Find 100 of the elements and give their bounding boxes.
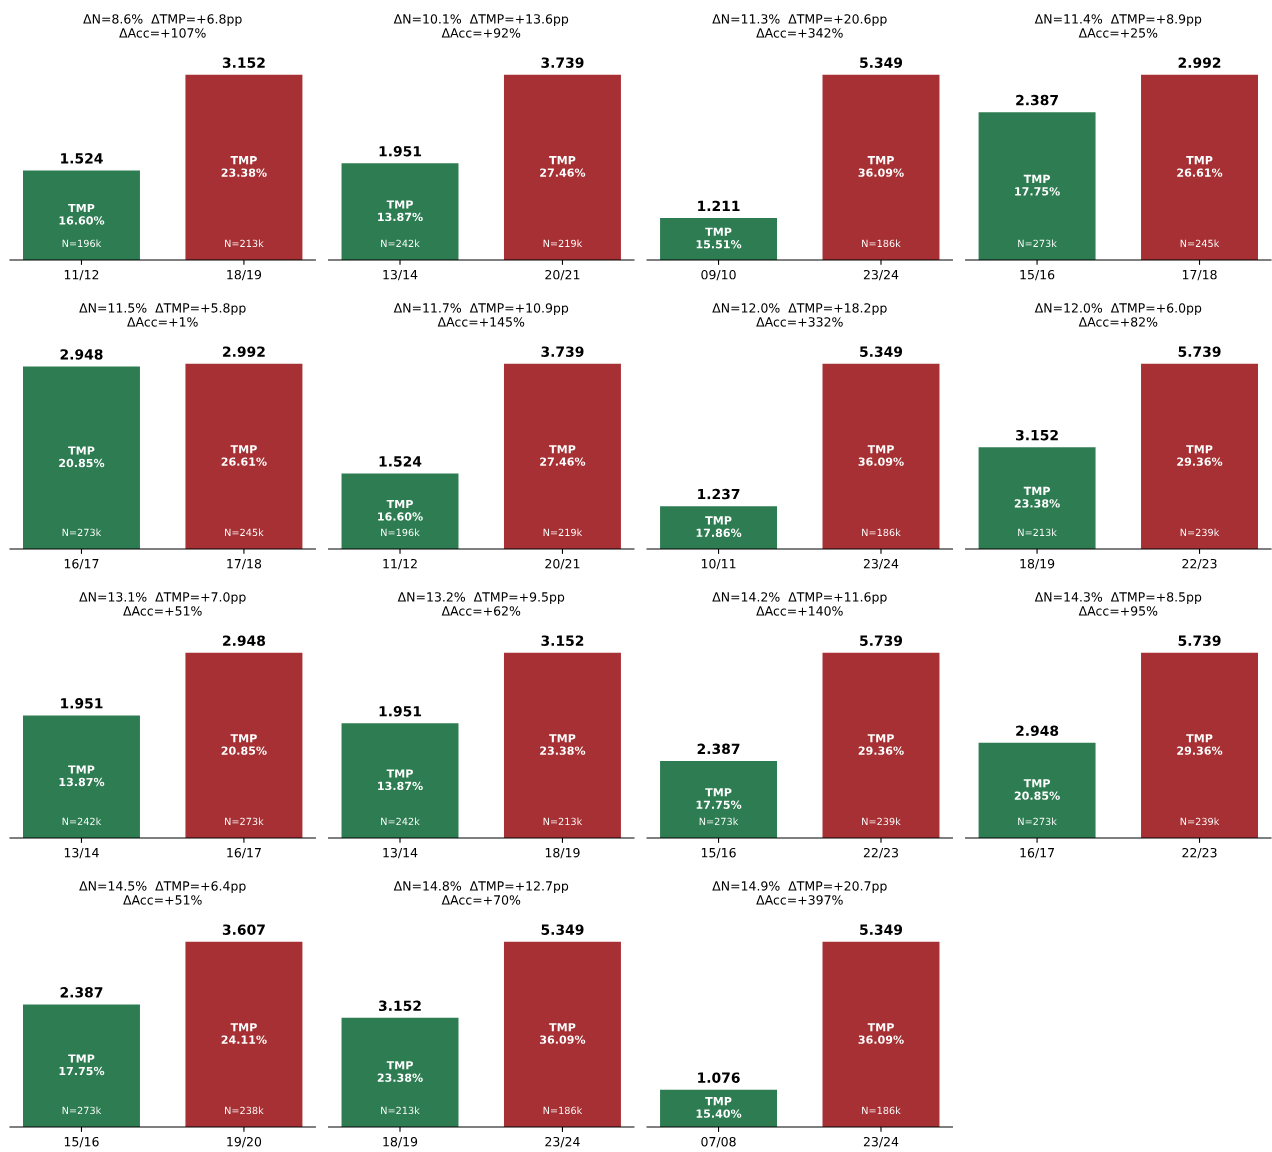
chart-title: ΔN=11.7% ΔTMP=+10.9pp ΔAcc=+145% bbox=[393, 303, 569, 327]
chart-title: ΔN=13.1% ΔTMP=+7.0pp ΔAcc=+51% bbox=[79, 592, 246, 616]
data-label: 2.387 bbox=[60, 987, 103, 998]
annotation: N=273k bbox=[699, 817, 739, 826]
annotation: N=273k bbox=[62, 528, 102, 537]
x-tick-label: 16/17 bbox=[1020, 847, 1055, 859]
data-label: 3.152 bbox=[378, 1000, 421, 1012]
annotation: TMP 17.86% bbox=[696, 516, 742, 538]
chart-title: ΔN=14.9% ΔTMP=+20.7pp ΔAcc=+397% bbox=[712, 881, 887, 905]
annotation: N=242k bbox=[381, 817, 420, 825]
chart-title: ΔN=8.6% ΔTMP=+6.8pp ΔAcc=+107% bbox=[83, 14, 242, 38]
x-tick-label: 20/21 bbox=[545, 269, 580, 281]
data-label: 1.951 bbox=[379, 706, 422, 717]
data-label: 3.739 bbox=[541, 57, 584, 68]
x-tick-label: 23/24 bbox=[545, 1136, 580, 1148]
data-label: 3.152 bbox=[541, 635, 584, 646]
annotation: TMP 36.09% bbox=[858, 1023, 904, 1044]
annotation: TMP 23.38% bbox=[221, 156, 267, 177]
annotation: N=273k bbox=[225, 817, 264, 826]
annotation: N=239k bbox=[1180, 528, 1220, 537]
annotation: TMP 36.09% bbox=[858, 156, 904, 177]
annotation: N=219k bbox=[543, 528, 583, 537]
x-tick-label: 13/14 bbox=[383, 847, 418, 859]
x-tick-label: 16/17 bbox=[64, 558, 99, 570]
x-tick-label: 16/17 bbox=[227, 847, 261, 859]
data-label: 1.951 bbox=[61, 698, 103, 709]
annotation: N=219k bbox=[543, 239, 583, 248]
data-label: 3.152 bbox=[222, 57, 265, 68]
annotation: TMP 20.85% bbox=[59, 446, 105, 468]
x-tick-label: 18/19 bbox=[383, 1136, 418, 1148]
data-label: 5.349 bbox=[860, 924, 903, 935]
annotation: N=186k bbox=[862, 528, 901, 537]
data-label: 5.349 bbox=[860, 346, 903, 357]
data-label: 1.524 bbox=[379, 456, 422, 467]
annotation: TMP 36.09% bbox=[858, 445, 904, 466]
x-tick-label: 18/19 bbox=[227, 269, 262, 281]
annotation: TMP 24.11% bbox=[221, 1023, 267, 1044]
x-tick-label: 09/10 bbox=[701, 269, 736, 281]
annotation: N=186k bbox=[862, 239, 901, 248]
chart-title: ΔN=14.2% ΔTMP=+11.6pp ΔAcc=+140% bbox=[712, 592, 887, 616]
annotation: TMP 13.87% bbox=[378, 200, 423, 222]
x-tick-label: 23/24 bbox=[863, 558, 899, 570]
data-label: 5.349 bbox=[860, 57, 903, 68]
annotation: TMP 29.36% bbox=[1177, 445, 1223, 466]
annotation: TMP 16.60% bbox=[378, 499, 423, 521]
data-label: 5.349 bbox=[541, 924, 584, 935]
annotation: N=213k bbox=[543, 817, 583, 826]
annotation: N=196k bbox=[62, 239, 102, 248]
annotation: TMP 26.61% bbox=[221, 445, 267, 466]
chart-title: ΔN=14.8% ΔTMP=+12.7pp ΔAcc=+70% bbox=[393, 881, 569, 905]
annotation: TMP 13.87% bbox=[378, 769, 423, 791]
data-label: 2.948 bbox=[223, 635, 266, 646]
data-label: 2.948 bbox=[60, 349, 103, 360]
annotation: TMP 15.40% bbox=[696, 1097, 742, 1118]
annotation: N=242k bbox=[381, 239, 420, 247]
annotation: TMP 16.60% bbox=[59, 203, 105, 225]
x-tick-label: 07/08 bbox=[701, 1136, 736, 1148]
annotation: TMP 27.46% bbox=[540, 156, 586, 177]
x-tick-label: 22/23 bbox=[1182, 558, 1217, 570]
x-tick-label: 17/18 bbox=[1182, 269, 1217, 281]
data-label: 2.387 bbox=[1016, 94, 1058, 106]
annotation: TMP 17.75% bbox=[59, 1054, 105, 1076]
x-tick-label: 15/16 bbox=[1020, 269, 1055, 281]
annotation: TMP 29.36% bbox=[1177, 734, 1223, 755]
x-tick-label: 23/24 bbox=[863, 1136, 899, 1148]
x-tick-label: 13/14 bbox=[383, 269, 418, 281]
annotation: N=239k bbox=[1180, 817, 1220, 826]
annotation: TMP 27.46% bbox=[540, 445, 586, 466]
annotation: N=273k bbox=[1018, 239, 1057, 248]
annotation: N=273k bbox=[62, 1106, 102, 1115]
data-label: 1.237 bbox=[698, 488, 740, 500]
x-tick-label: 11/12 bbox=[64, 269, 99, 281]
chart-title: ΔN=11.3% ΔTMP=+20.6pp ΔAcc=+342% bbox=[712, 14, 887, 38]
x-tick-label: 11/12 bbox=[383, 558, 417, 570]
chart-title: ΔN=12.0% ΔTMP=+18.2pp ΔAcc=+332% bbox=[712, 303, 887, 327]
annotation: N=273k bbox=[1018, 817, 1057, 826]
chart-title: ΔN=14.3% ΔTMP=+8.5pp ΔAcc=+95% bbox=[1034, 592, 1202, 616]
annotation: N=245k bbox=[1180, 239, 1220, 248]
annotation: N=186k bbox=[543, 1106, 583, 1115]
data-label: 2.387 bbox=[697, 743, 740, 755]
annotation: TMP 23.38% bbox=[1014, 486, 1060, 508]
annotation: TMP 17.75% bbox=[696, 788, 742, 809]
chart-title: ΔN=11.5% ΔTMP=+5.8pp ΔAcc=+1% bbox=[79, 303, 246, 327]
annotation: N=213k bbox=[381, 1106, 420, 1115]
data-label: 2.992 bbox=[1178, 57, 1221, 68]
data-label: 3.152 bbox=[1016, 429, 1058, 441]
x-tick-label: 15/16 bbox=[64, 1136, 99, 1148]
annotation: TMP 23.38% bbox=[377, 1061, 423, 1082]
data-label: 1.211 bbox=[698, 200, 740, 211]
annotation: TMP 13.87% bbox=[59, 765, 105, 787]
x-tick-label: 23/24 bbox=[863, 269, 899, 281]
data-label: 1.951 bbox=[379, 145, 422, 157]
annotation: TMP 23.38% bbox=[540, 734, 586, 755]
annotation: N=239k bbox=[862, 817, 901, 826]
data-label: 5.739 bbox=[1178, 635, 1221, 646]
annotation: N=186k bbox=[862, 1106, 901, 1115]
x-tick-label: 13/14 bbox=[64, 847, 99, 859]
annotation: TMP 17.75% bbox=[1015, 174, 1060, 196]
annotation: TMP 29.36% bbox=[858, 734, 904, 755]
x-tick-label: 15/16 bbox=[701, 847, 736, 859]
